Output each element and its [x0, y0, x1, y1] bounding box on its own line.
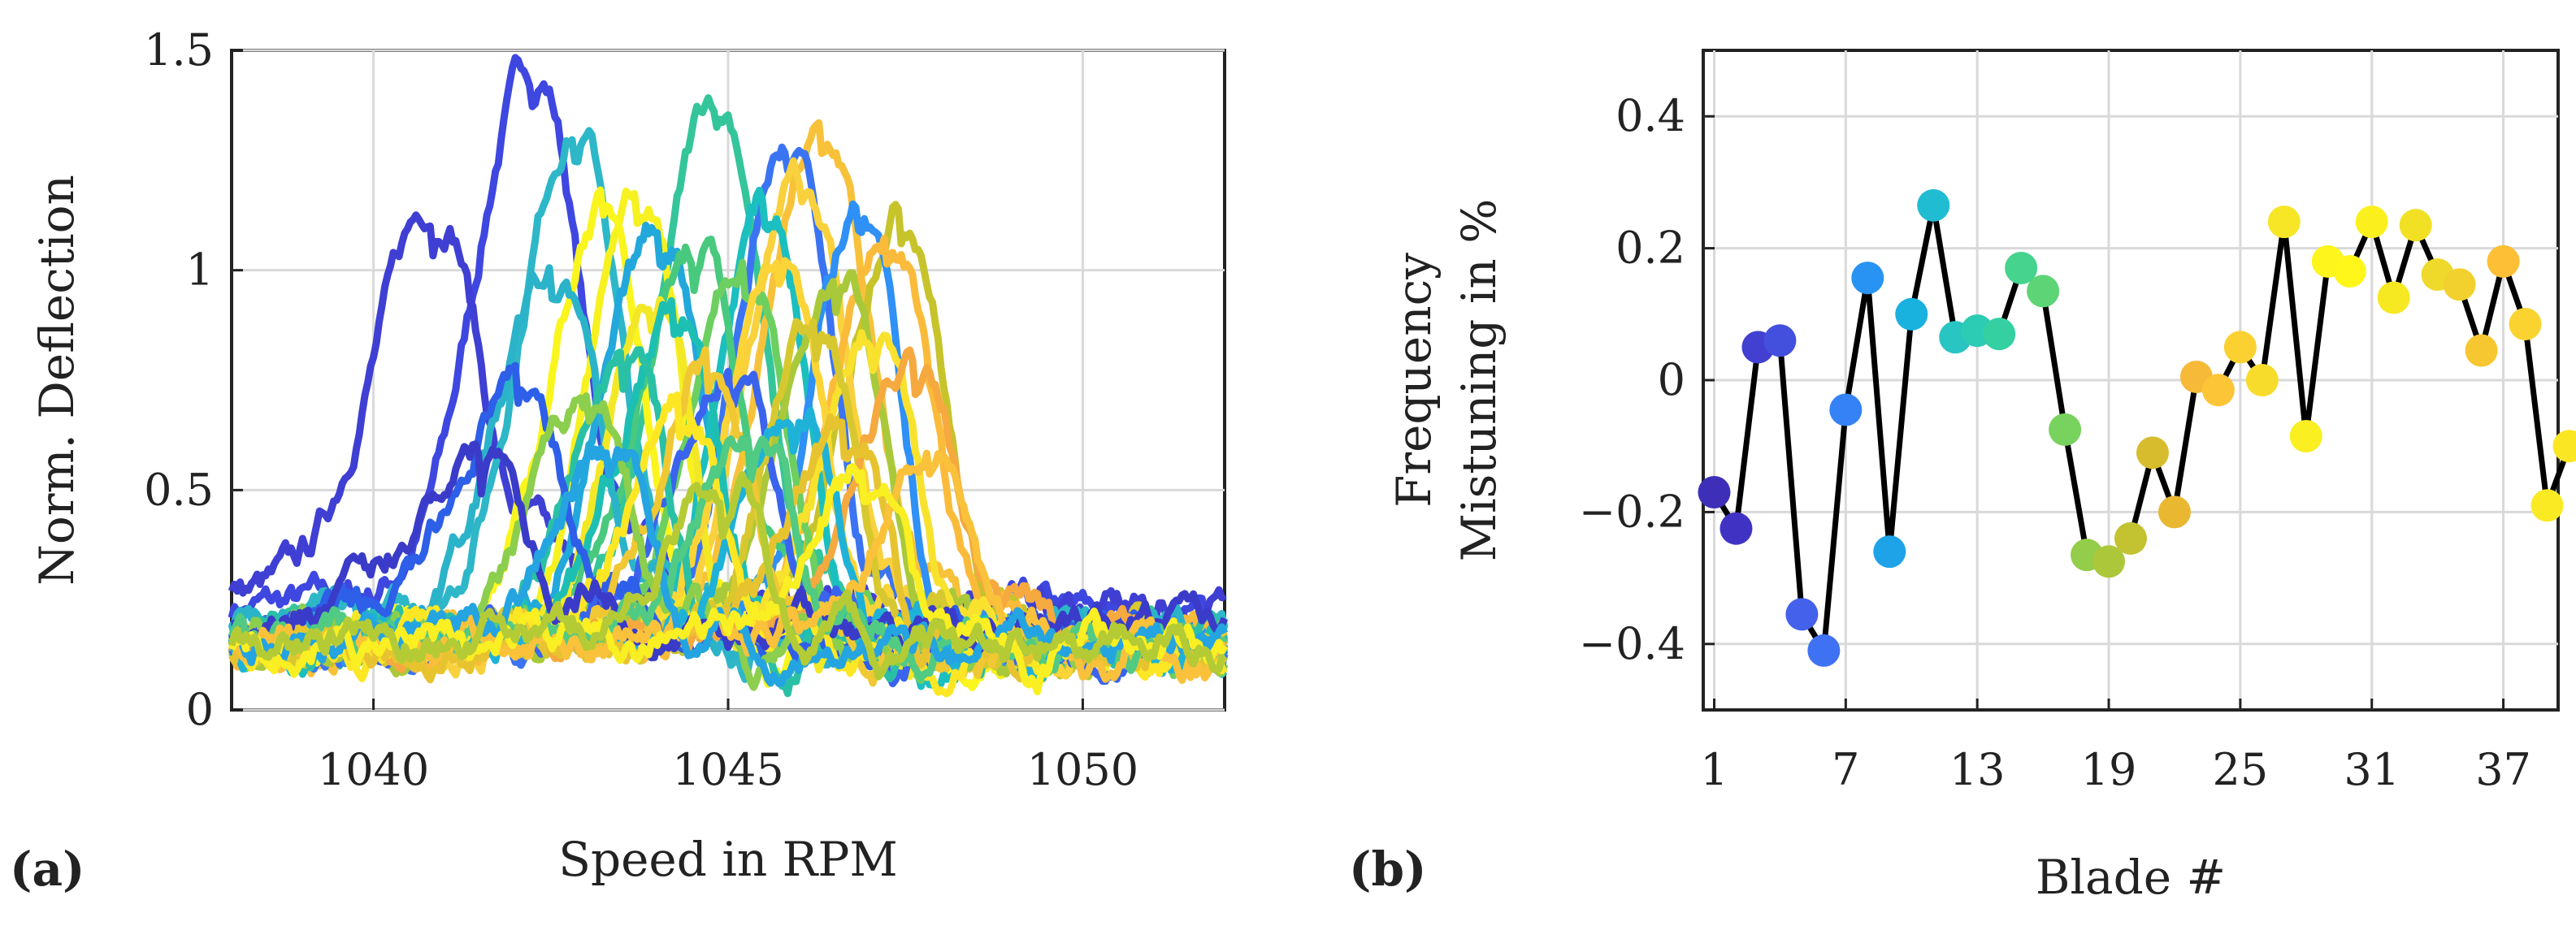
chart-b-point [2399, 209, 2432, 242]
chart-b-xtick-label: 13 [1949, 744, 2006, 795]
chart-b-panel-label: (b) [1349, 842, 1426, 897]
chart-b-ylabel-line1: Frequency [1386, 253, 1442, 508]
chart-b-point [2530, 489, 2564, 522]
chart-b-point [1785, 598, 1819, 631]
chart-b-ytick-label: 0.2 [1615, 223, 1685, 274]
chart-b-point [1829, 393, 1863, 426]
chart-b-point [2377, 281, 2410, 314]
chart-b: 1 7 13 19 25 31 37 −0.4 −0.2 0 0.2 0.4 Blade # Freq… [1349, 49, 2576, 905]
chart-b-ytick-label: −0.2 [1579, 486, 1685, 537]
chart-b-point [1763, 324, 1797, 357]
chart-b-xtick-label: 37 [2475, 744, 2531, 795]
chart-a: 1040 1045 1050 0 0.5 1 1.5 Speed in RPM Norm. … [10, 24, 1229, 897]
chart-b-ytick-label: −0.4 [1579, 618, 1685, 669]
chart-b-point [2465, 334, 2498, 367]
chart-b-xtick-label: 7 [1832, 744, 1859, 795]
chart-b-point [2355, 206, 2388, 239]
chart-b-point [1983, 318, 2016, 351]
chart-b-point [2289, 420, 2322, 453]
chart-b-point [2114, 521, 2147, 555]
chart-b-point [2136, 436, 2169, 469]
chart-a-xtick-label: 1040 [318, 744, 429, 795]
chart-b-point [2005, 251, 2038, 284]
chart-a-ytick-label: 0.5 [144, 464, 214, 515]
chart-b-xtick-label: 1 [1700, 744, 1728, 795]
chart-b-line-group [1711, 202, 2572, 654]
chart-a-panel-label: (a) [10, 842, 85, 897]
chart-b-xtick-label: 25 [2213, 744, 2269, 795]
chart-a-ytick-label: 1.5 [144, 24, 214, 76]
chart-b-point [2092, 545, 2126, 578]
chart-b-point [2509, 307, 2542, 340]
chart-b-point [2443, 268, 2476, 301]
chart-b-point [2201, 374, 2235, 407]
chart-a-series-line [230, 440, 1229, 662]
chart-b-ticks: 1 7 13 19 25 31 37 −0.4 −0.2 0 0.2 0.4 [1579, 90, 2531, 795]
chart-a-ytick-label: 1 [186, 244, 214, 296]
chart-b-ytick-label: 0 [1658, 354, 1685, 405]
chart-b-point [2158, 495, 2191, 529]
chart-b-point [2333, 255, 2366, 288]
chart-b-point [1851, 262, 1884, 295]
chart-b-point [1698, 476, 1731, 509]
chart-b-ylabel-line2: Mistuning in % [1451, 199, 1507, 562]
chart-b-point [1917, 188, 1950, 222]
chart-b-point [1720, 512, 1753, 545]
chart-b-point [2267, 206, 2301, 239]
chart-b-connecting-line [1711, 202, 2572, 654]
chart-a-xtick-label: 1050 [1027, 744, 1138, 795]
chart-a-series-group [228, 54, 1229, 698]
chart-b-point [1873, 535, 1906, 569]
chart-b-ytick-label: 0.4 [1615, 90, 1685, 141]
chart-b-xlabel: Blade # [2036, 850, 2226, 905]
chart-b-xtick-label: 31 [2344, 744, 2400, 795]
chart-a-xtick-label: 1045 [672, 744, 783, 795]
chart-a-ytick-label: 0 [186, 684, 214, 735]
chart-b-xtick-label: 19 [2081, 744, 2137, 795]
chart-a-series-line [228, 471, 1228, 681]
chart-a-ticks: 1040 1045 1050 0 0.5 1 1.5 [144, 24, 1138, 795]
chart-b-point [2487, 244, 2520, 278]
chart-b-point [1895, 297, 1928, 331]
chart-b-point [2223, 331, 2257, 364]
chart-b-point [2049, 413, 2082, 446]
chart-b-points-group [1698, 188, 2576, 667]
chart-b-grid [1703, 50, 2558, 710]
chart-a-ylabel: Norm. Deflection [29, 175, 85, 586]
chart-b-point [2027, 275, 2060, 308]
chart-a-xlabel: Speed in RPM [558, 832, 898, 887]
chart-b-point [2245, 364, 2279, 396]
chart-b-point [1807, 634, 1841, 667]
chart-b-point [2552, 430, 2576, 463]
